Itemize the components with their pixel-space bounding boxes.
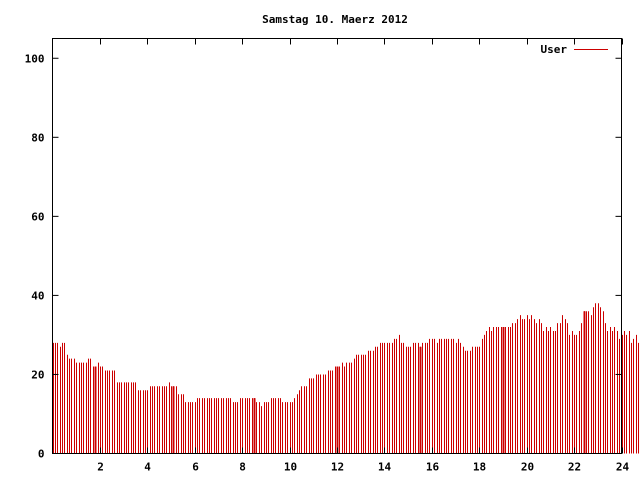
x-tick-label: 10 [284,461,297,474]
y-tick-label: 100 [25,52,45,65]
y-tick-label: 40 [31,289,44,302]
legend: User [541,43,608,56]
y-tick-label: 80 [31,131,44,144]
x-tick-label: 14 [378,461,392,474]
x-tick-label: 16 [426,461,440,474]
x-tick-label: 4 [144,461,151,474]
legend-label: User [541,43,568,56]
y-tick-label: 20 [31,368,44,381]
bars-group [53,303,639,454]
x-tick-label: 8 [239,461,246,474]
x-tick-label: 22 [568,461,581,474]
x-tick-label: 18 [473,461,486,474]
chart-title: Samstag 10. Maerz 2012 [262,13,408,26]
x-tick-label: 12 [331,461,344,474]
y-tick-label: 60 [31,210,44,223]
x-tick-label: 24 [616,461,630,474]
x-tick-label: 2 [97,461,104,474]
x-tick-label: 6 [192,461,199,474]
y-tick-label: 0 [38,448,45,461]
x-tick-label: 20 [521,461,534,474]
